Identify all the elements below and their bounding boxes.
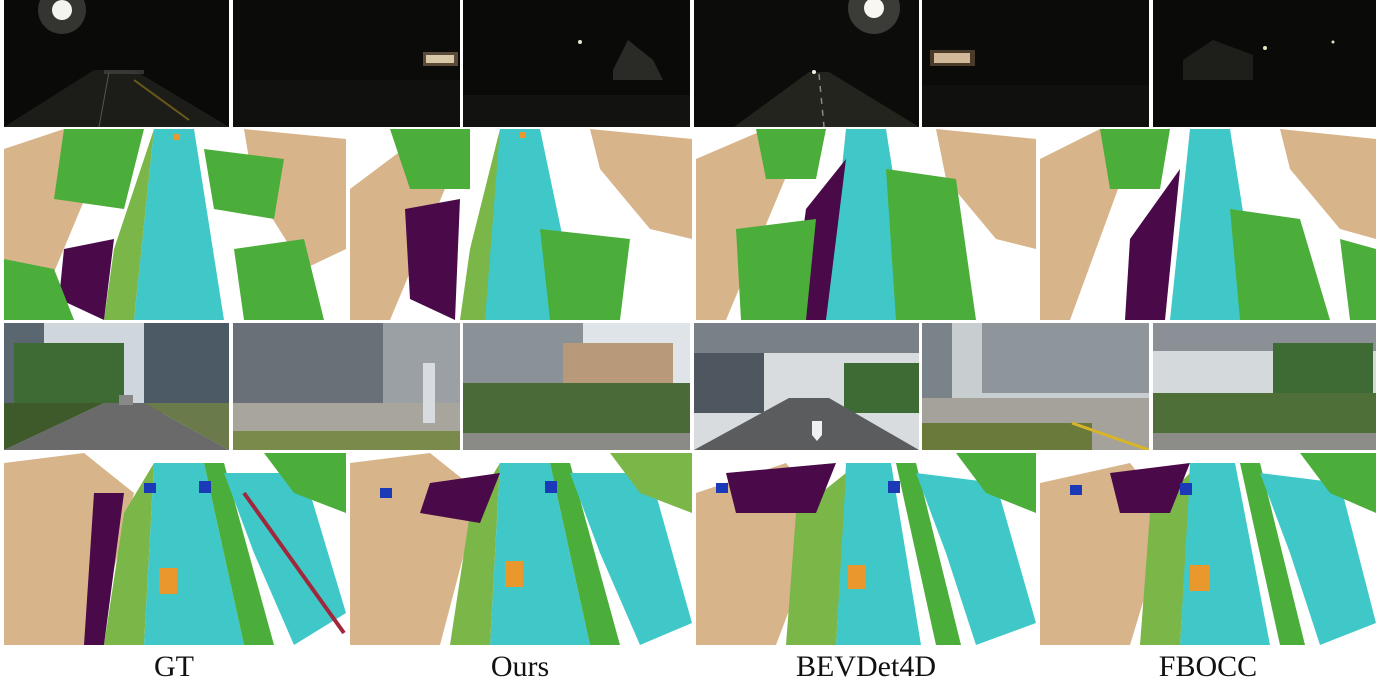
occupancy-ours-day — [350, 453, 692, 645]
method-label-fbocc: FBOCC — [1158, 650, 1258, 683]
camera-image-back-day — [463, 323, 690, 450]
occupancy-row-day — [4, 453, 1376, 645]
camera-image-back-left-night — [233, 0, 460, 127]
method-labels: GT Ours BEVDet4D FBOCC — [0, 648, 1395, 687]
occupancy-bevdet4d-night — [696, 129, 1036, 320]
camera-image-back-left-day — [233, 323, 460, 450]
camera-image-front-left-night — [4, 0, 229, 127]
occupancy-row-night — [4, 129, 1376, 320]
camera-image-back-right-day — [1153, 323, 1376, 450]
camera-image-front-left-day — [4, 323, 229, 450]
occupancy-gt-day — [4, 453, 346, 645]
occupancy-bevdet4d-day — [696, 453, 1036, 645]
camera-row-day — [4, 323, 1376, 450]
camera-image-front-night — [694, 0, 919, 127]
camera-image-front-right-day — [922, 323, 1149, 450]
camera-image-back-right-night — [1153, 0, 1376, 127]
method-label-ours: Ours — [490, 650, 550, 683]
camera-image-front-day — [694, 323, 919, 450]
camera-image-front-right-night — [922, 0, 1149, 127]
occupancy-ours-night — [350, 129, 692, 320]
occupancy-fbocc-night — [1040, 129, 1376, 320]
method-label-bevdet4d: BEVDet4D — [796, 650, 936, 683]
camera-row-night — [4, 0, 1376, 127]
method-label-gt: GT — [154, 650, 194, 683]
occupancy-gt-night — [4, 129, 346, 320]
camera-image-back-night — [463, 0, 690, 127]
occupancy-fbocc-day — [1040, 453, 1376, 645]
